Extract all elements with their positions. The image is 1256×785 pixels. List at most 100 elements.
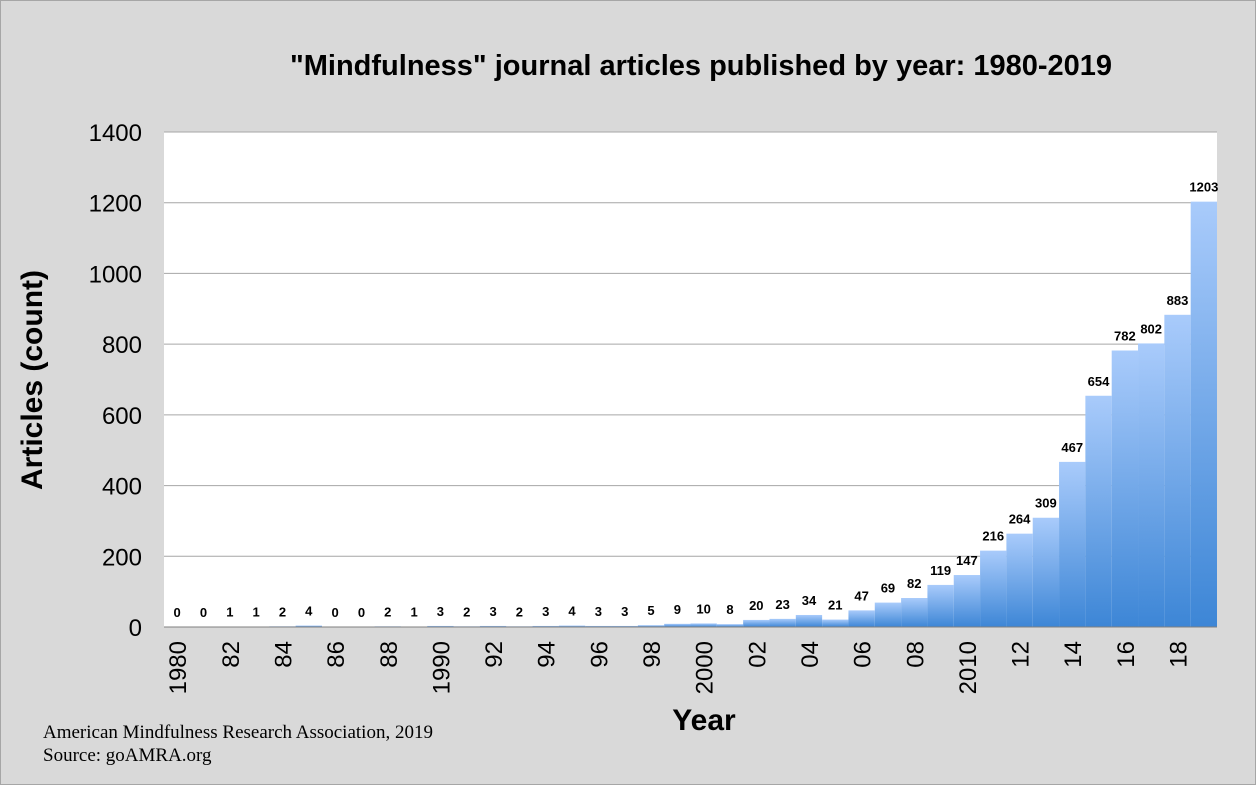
bar-2003	[769, 618, 796, 627]
bar-2007	[874, 602, 902, 627]
x-tick-label: 82	[218, 641, 245, 668]
y-tick-label: 1400	[89, 120, 142, 147]
data-label-2016: 782	[1114, 329, 1136, 344]
bar-2009	[927, 584, 954, 627]
data-label-2003: 23	[775, 597, 789, 612]
bar-2013	[1032, 517, 1060, 627]
bar-2001	[716, 624, 744, 627]
data-label-2012: 264	[1009, 512, 1031, 527]
data-label-1994: 3	[542, 604, 549, 619]
data-label-2001: 8	[726, 602, 733, 617]
bar-2015	[1085, 395, 1112, 627]
data-label-2011: 216	[982, 529, 1004, 544]
bar-2004	[795, 614, 823, 627]
data-label-1995: 4	[568, 604, 576, 619]
y-tick-label: 800	[102, 332, 142, 359]
bar-1994	[532, 625, 559, 627]
x-tick-label: 2000	[692, 641, 719, 694]
x-tick-label: 16	[1113, 641, 1140, 668]
data-label-2004: 34	[802, 593, 817, 608]
x-tick-label: 04	[797, 641, 824, 668]
data-label-1988: 2	[384, 604, 391, 619]
data-label-2005: 21	[828, 598, 842, 613]
data-label-2000: 10	[696, 601, 710, 616]
x-axis-title: Year	[672, 704, 736, 737]
bar-2006	[848, 610, 875, 627]
x-tick-label: 88	[376, 641, 403, 668]
y-axis-title: Articles (count)	[16, 270, 49, 490]
data-label-1997: 3	[621, 604, 628, 619]
data-label-2009: 119	[930, 563, 951, 578]
data-label-1987: 0	[358, 605, 365, 620]
x-tick-label: 1990	[428, 641, 455, 694]
data-label-2019: 1203	[1189, 180, 1218, 195]
bar-2000	[690, 623, 717, 627]
x-tick-label: 06	[850, 641, 877, 668]
data-label-1985: 4	[305, 604, 313, 619]
data-label-1993: 2	[516, 604, 523, 619]
bar-1999	[664, 623, 691, 627]
footer-source: Source: goAMRA.org	[43, 745, 212, 766]
data-label-2010: 147	[956, 553, 978, 568]
y-tick-label: 1200	[89, 191, 142, 218]
data-label-1981: 0	[200, 605, 207, 620]
data-label-2002: 20	[749, 598, 763, 613]
data-label-2014: 467	[1061, 440, 1083, 455]
bar-2002	[743, 619, 770, 627]
x-tick-label: 96	[586, 641, 613, 668]
x-axis-ticks: 1980 82 84 86 88 1990 92 94 96 98 2000 02 04 06 08 2010…	[165, 641, 1192, 694]
bar-2017	[1138, 343, 1165, 627]
data-label-2006: 47	[854, 588, 868, 603]
data-label-1990: 3	[437, 604, 444, 619]
data-label-2018: 883	[1167, 293, 1189, 308]
bar-2005	[822, 619, 849, 627]
data-label-1999: 9	[674, 602, 681, 617]
bar-2014	[1059, 461, 1086, 627]
data-label-1989: 1	[410, 605, 417, 620]
y-tick-label: 200	[102, 544, 142, 571]
bars	[216, 201, 1217, 627]
x-tick-label: 94	[534, 641, 561, 668]
data-label-1986: 0	[331, 605, 338, 620]
bar-1990	[427, 625, 454, 627]
x-tick-label: 18	[1166, 641, 1193, 668]
y-tick-label: 600	[102, 403, 142, 430]
bar-1995	[558, 625, 586, 627]
x-tick-label: 1980	[165, 641, 192, 694]
data-label-2008: 82	[907, 576, 921, 591]
bar-2011	[980, 550, 1007, 627]
bar-1985	[295, 625, 322, 627]
bar-1998	[637, 625, 665, 627]
data-label-1992: 3	[489, 604, 496, 619]
y-tick-label: 1000	[89, 261, 142, 288]
data-label-2013: 309	[1035, 496, 1057, 511]
bar-2016	[1111, 350, 1139, 627]
bar-2012	[1006, 533, 1033, 627]
data-label-1991: 2	[463, 604, 470, 619]
data-label-1983: 1	[253, 605, 260, 620]
data-label-1996: 3	[595, 604, 602, 619]
data-label-2017: 802	[1140, 321, 1162, 336]
bar-2018	[1164, 314, 1191, 627]
bar-2019	[1190, 201, 1217, 627]
bar-1997	[611, 625, 638, 627]
bar-1996	[585, 625, 612, 627]
source-footer: American Mindfulness Research Associatio…	[43, 721, 433, 767]
x-tick-label: 12	[1008, 641, 1035, 668]
y-axis-ticks: 0 200 400 600 800 1000 1200 1400	[89, 120, 142, 642]
y-tick-label: 0	[129, 615, 142, 642]
data-label-2015: 654	[1088, 374, 1110, 389]
bar-2010	[953, 575, 981, 627]
x-tick-label: 02	[744, 641, 771, 668]
bar-1992	[479, 625, 507, 627]
x-tick-label: 14	[1060, 641, 1087, 668]
x-tick-label: 92	[481, 641, 508, 668]
x-tick-label: 98	[639, 641, 666, 668]
bar-2008	[901, 598, 928, 627]
chart-title: "Mindfulness" journal articles published…	[290, 50, 1113, 82]
x-tick-label: 2010	[955, 641, 982, 694]
data-label-1982: 1	[226, 605, 233, 620]
data-label-1980: 0	[174, 605, 181, 620]
